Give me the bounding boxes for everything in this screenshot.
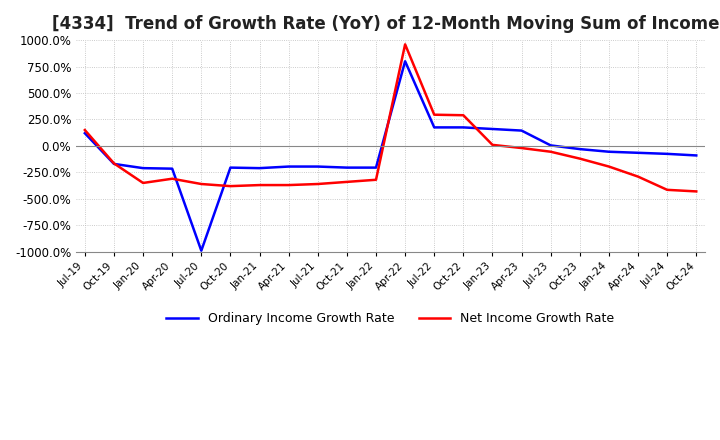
Ordinary Income Growth Rate <box>459 125 468 130</box>
Net Income Growth Rate <box>81 128 89 133</box>
Ordinary Income Growth Rate <box>343 165 351 170</box>
Title: [4334]  Trend of Growth Rate (YoY) of 12-Month Moving Sum of Incomes: [4334] Trend of Growth Rate (YoY) of 12-… <box>52 15 720 33</box>
Ordinary Income Growth Rate <box>284 164 293 169</box>
Net Income Growth Rate <box>430 112 438 117</box>
Net Income Growth Rate <box>168 176 176 181</box>
Line: Ordinary Income Growth Rate: Ordinary Income Growth Rate <box>85 61 696 251</box>
Ordinary Income Growth Rate <box>401 59 410 64</box>
Net Income Growth Rate <box>459 113 468 118</box>
Net Income Growth Rate <box>401 42 410 47</box>
Net Income Growth Rate <box>197 181 206 187</box>
Net Income Growth Rate <box>284 183 293 188</box>
Line: Net Income Growth Rate: Net Income Growth Rate <box>85 44 696 191</box>
Ordinary Income Growth Rate <box>488 126 497 132</box>
Net Income Growth Rate <box>255 183 264 188</box>
Ordinary Income Growth Rate <box>81 131 89 136</box>
Net Income Growth Rate <box>634 174 642 179</box>
Net Income Growth Rate <box>663 187 672 192</box>
Net Income Growth Rate <box>692 189 701 194</box>
Ordinary Income Growth Rate <box>109 161 118 167</box>
Ordinary Income Growth Rate <box>692 153 701 158</box>
Ordinary Income Growth Rate <box>605 149 613 154</box>
Net Income Growth Rate <box>517 145 526 150</box>
Ordinary Income Growth Rate <box>575 147 584 152</box>
Ordinary Income Growth Rate <box>226 165 235 170</box>
Net Income Growth Rate <box>139 180 148 186</box>
Ordinary Income Growth Rate <box>663 151 672 157</box>
Net Income Growth Rate <box>372 177 380 183</box>
Ordinary Income Growth Rate <box>517 128 526 133</box>
Net Income Growth Rate <box>575 156 584 161</box>
Ordinary Income Growth Rate <box>546 143 555 148</box>
Net Income Growth Rate <box>313 181 322 187</box>
Net Income Growth Rate <box>546 149 555 154</box>
Ordinary Income Growth Rate <box>430 125 438 130</box>
Net Income Growth Rate <box>605 164 613 169</box>
Legend: Ordinary Income Growth Rate, Net Income Growth Rate: Ordinary Income Growth Rate, Net Income … <box>161 307 620 330</box>
Ordinary Income Growth Rate <box>168 166 176 171</box>
Ordinary Income Growth Rate <box>197 248 206 253</box>
Ordinary Income Growth Rate <box>255 165 264 171</box>
Net Income Growth Rate <box>343 179 351 184</box>
Ordinary Income Growth Rate <box>372 165 380 170</box>
Ordinary Income Growth Rate <box>313 164 322 169</box>
Ordinary Income Growth Rate <box>634 150 642 155</box>
Net Income Growth Rate <box>226 183 235 189</box>
Net Income Growth Rate <box>109 161 118 166</box>
Net Income Growth Rate <box>488 142 497 147</box>
Ordinary Income Growth Rate <box>139 165 148 171</box>
